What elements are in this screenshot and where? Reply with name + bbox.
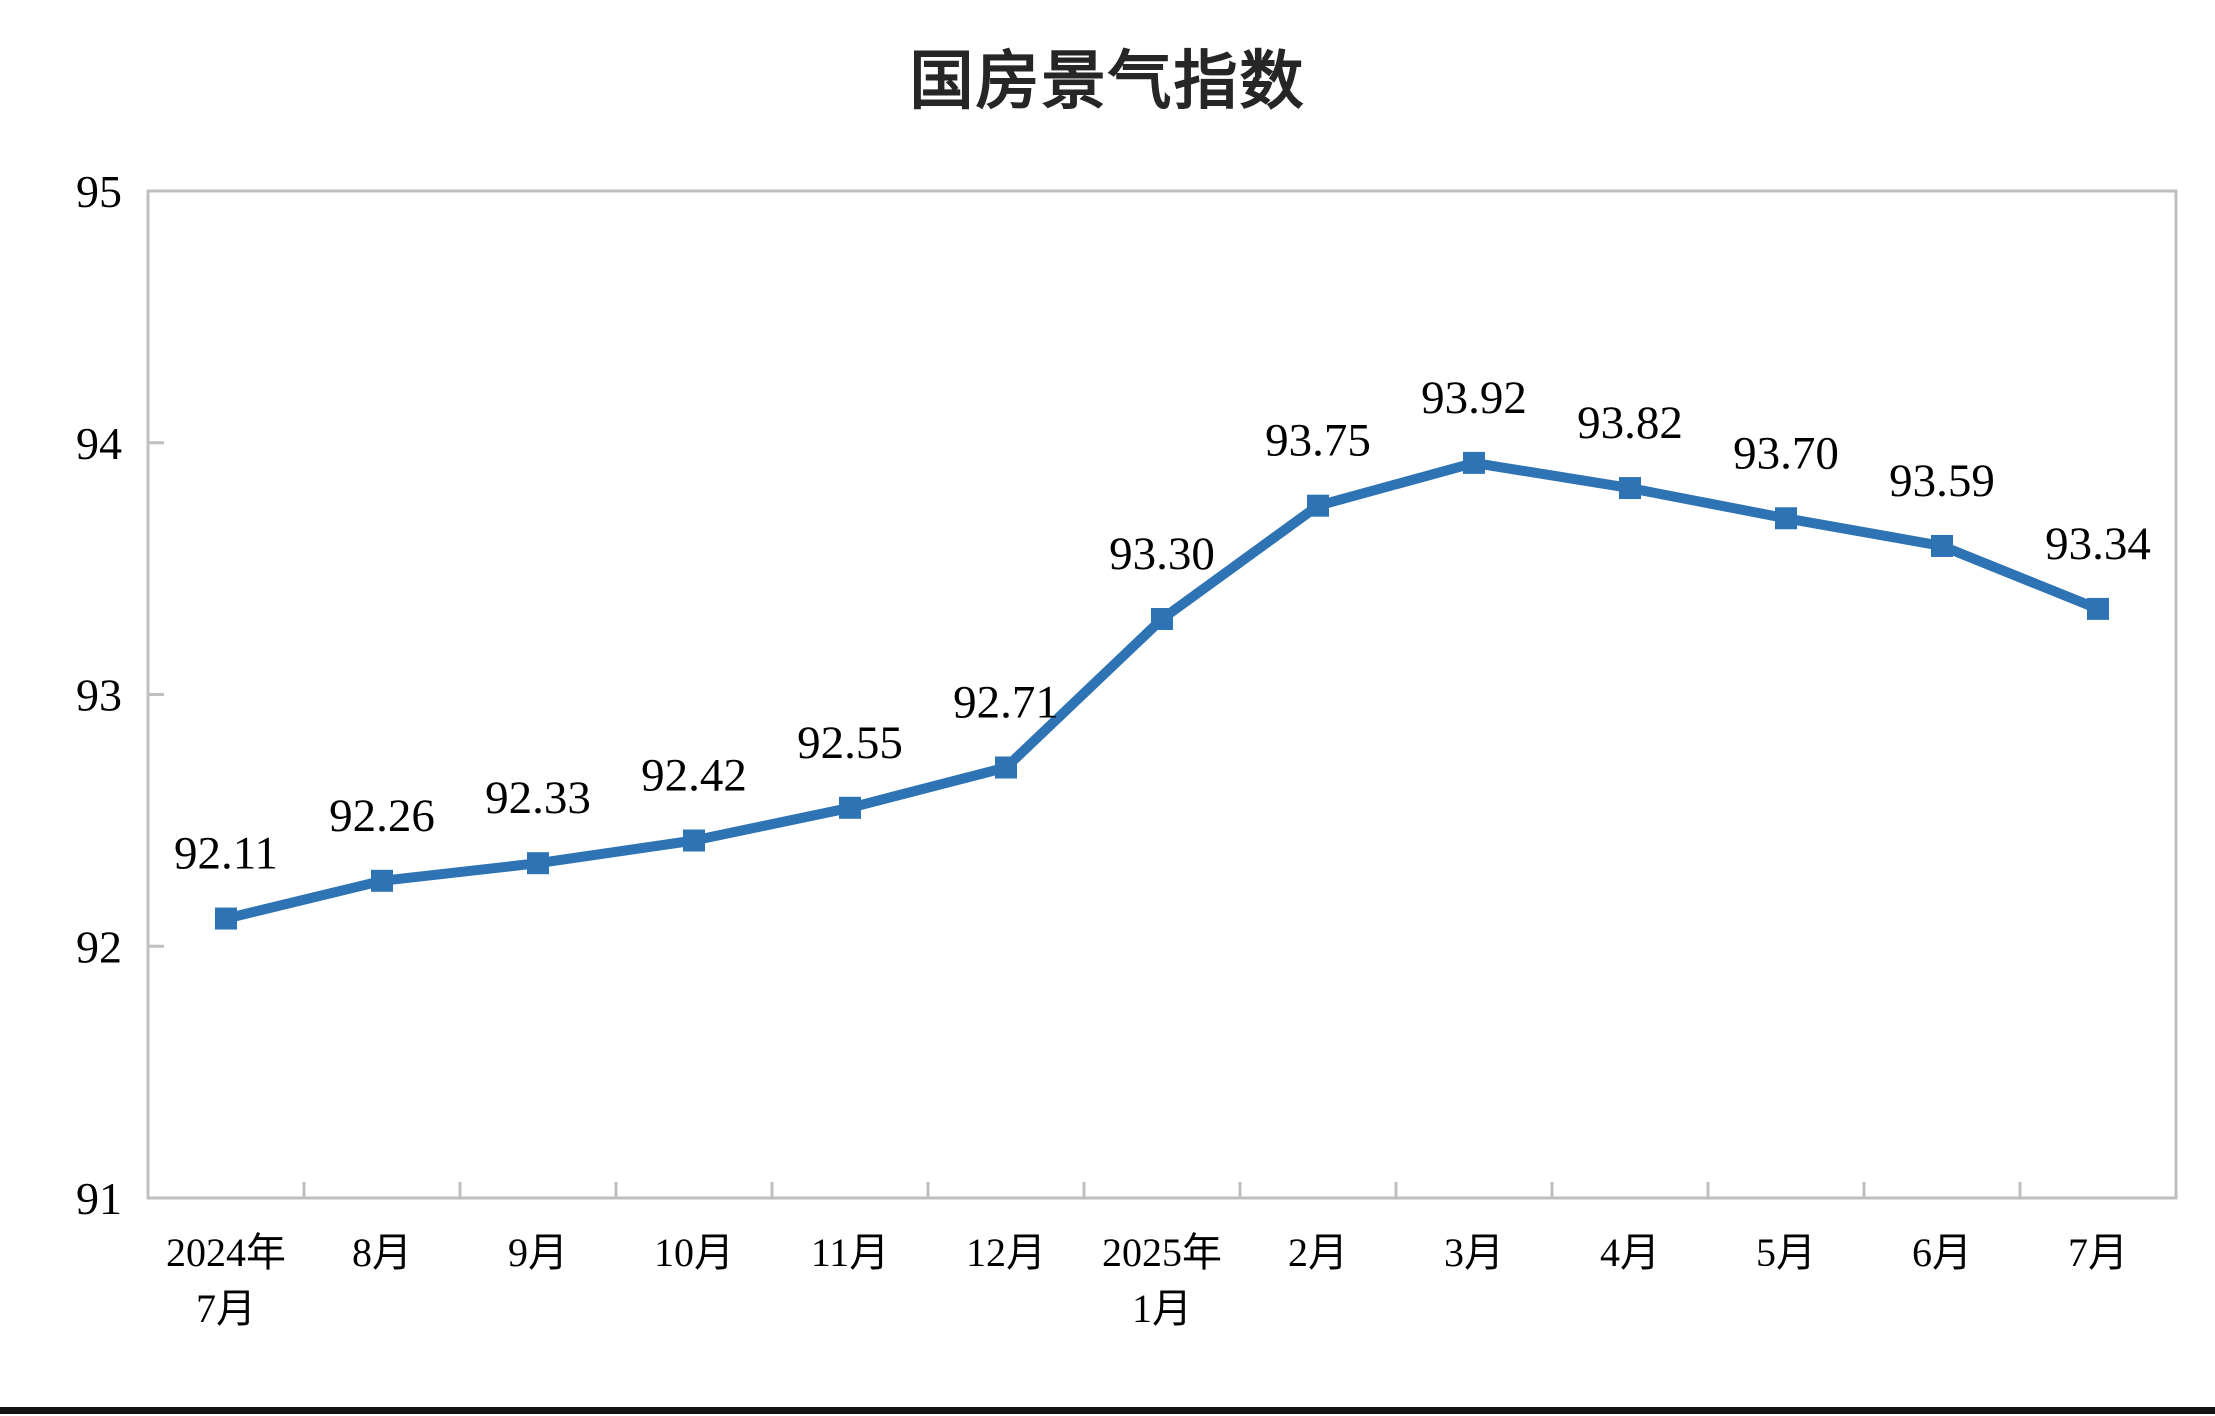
y-axis-tick-label: 92: [76, 921, 122, 972]
data-point-label: 93.59: [1889, 455, 1995, 507]
x-axis-tick-label: 7月: [2068, 1230, 2128, 1275]
chart-title: 国房景气指数: [909, 45, 1306, 119]
data-point-marker: [683, 829, 705, 852]
bottom-divider-bar: [0, 1407, 2215, 1414]
data-point-marker: [1775, 507, 1797, 530]
data-point-marker: [527, 852, 549, 875]
data-point-marker: [995, 756, 1017, 779]
x-axis-tick-label: 6月: [1912, 1230, 1972, 1275]
data-point-label: 92.33: [485, 772, 591, 824]
data-point-label: 93.82: [1577, 397, 1683, 449]
data-point-label: 93.92: [1421, 372, 1527, 424]
data-point-marker: [2087, 597, 2109, 620]
y-axis-tick-label: 91: [76, 1173, 122, 1224]
data-point-marker: [839, 796, 861, 819]
data-point-label: 93.34: [2045, 518, 2151, 570]
plot-border: [146, 189, 2178, 1200]
data-point-marker: [1463, 451, 1485, 474]
x-axis-tick-label: 9月: [508, 1230, 568, 1275]
data-point-label: 92.71: [953, 677, 1059, 729]
data-point-marker: [1931, 534, 1953, 557]
data-point-marker: [1619, 477, 1641, 500]
data-point-label: 93.70: [1733, 427, 1839, 479]
y-axis-tick-label: 93: [76, 670, 122, 721]
x-axis-tick-label: 10月: [654, 1230, 734, 1275]
x-axis-tick-label: 2025年: [1102, 1230, 1222, 1275]
x-axis-tick-label: 2024年: [166, 1230, 286, 1275]
x-axis-tick-label: 12月: [966, 1230, 1046, 1275]
x-axis-tick-label: 5月: [1756, 1230, 1816, 1275]
x-axis-tick-label: 8月: [352, 1230, 412, 1275]
x-axis-tick-label: 2月: [1288, 1230, 1348, 1275]
data-point-marker: [371, 869, 393, 892]
x-axis-tick-label: 11月: [811, 1230, 890, 1275]
y-axis-tick-label: 95: [76, 166, 122, 217]
x-axis-tick-label: 3月: [1444, 1230, 1504, 1275]
data-point-label: 92.11: [174, 828, 278, 880]
x-axis-tick-label: 7月: [196, 1286, 256, 1331]
data-point-marker: [1151, 607, 1173, 630]
data-point-label: 93.30: [1109, 528, 1215, 580]
y-axis-tick-label: 94: [76, 418, 122, 469]
data-point-label: 92.55: [797, 717, 903, 769]
x-axis-tick-label: 4月: [1600, 1230, 1660, 1275]
data-point-label: 92.42: [641, 750, 747, 802]
x-axis-tick-label: 1月: [1132, 1286, 1192, 1331]
data-point-label: 92.26: [329, 790, 435, 842]
data-point-marker: [1307, 494, 1329, 517]
data-point-label: 93.75: [1265, 415, 1371, 467]
data-point-marker: [215, 907, 237, 930]
